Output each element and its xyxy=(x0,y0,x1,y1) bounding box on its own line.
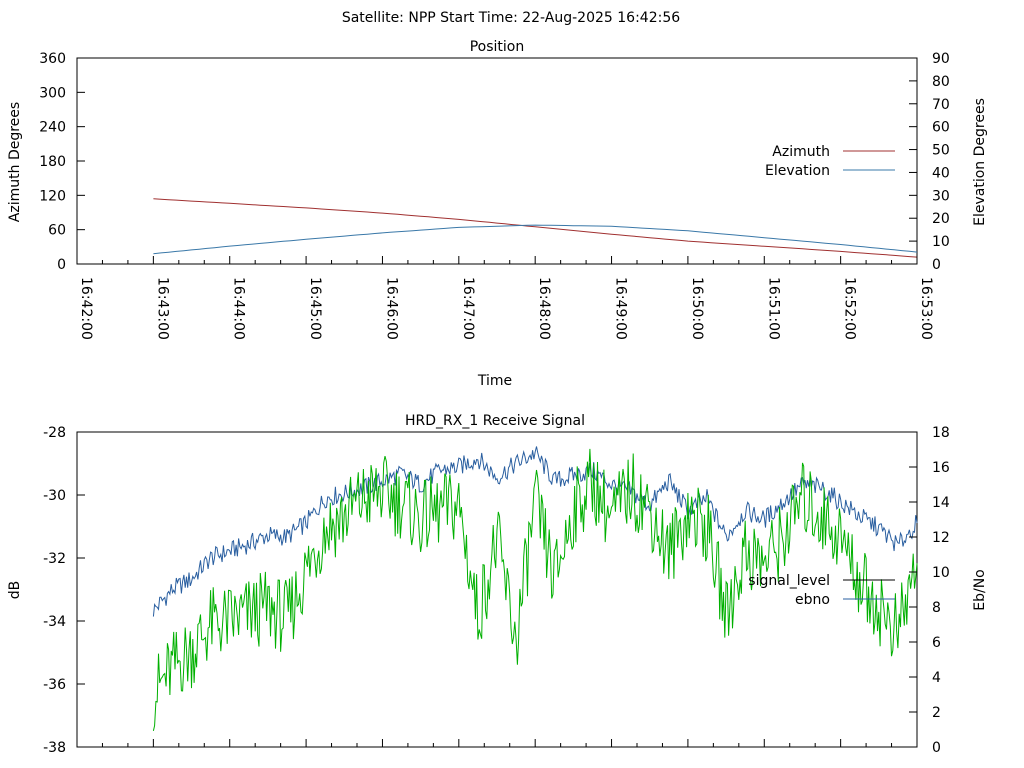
y2-tick-label: 90 xyxy=(932,51,950,67)
y-tick-label: 180 xyxy=(39,154,66,170)
legend-azimuth-label: Azimuth xyxy=(772,144,830,160)
x-tick-label: 16:47:00 xyxy=(460,277,476,340)
y2-tick-label: 70 xyxy=(932,97,950,113)
y-tick-label: -34 xyxy=(43,614,66,630)
position-series xyxy=(153,198,918,258)
y-tick-label: 120 xyxy=(39,188,66,204)
y-tick-label: -28 xyxy=(43,425,66,441)
y-tick-label: 240 xyxy=(39,120,66,136)
series-line-azimuth xyxy=(153,198,918,258)
position-panel: Position 0 60 120 180 240 300 360 0 10 20 30 40 50 60… xyxy=(7,39,988,389)
y2-tick-label: 10 xyxy=(932,234,950,250)
x-tick-label: 16:51:00 xyxy=(765,277,781,340)
position-xlabel: Time xyxy=(477,373,512,389)
y2-tick-label: 20 xyxy=(932,211,950,227)
y-tick-label: -30 xyxy=(43,488,66,504)
signal-y2label: Eb/No xyxy=(972,569,988,611)
x-tick-label: 16:44:00 xyxy=(231,277,247,340)
y2-tick-label: 0 xyxy=(932,257,941,273)
y2-tick-label: 8 xyxy=(932,600,941,616)
y2-tick-label: 12 xyxy=(932,530,950,546)
y2-tick-label: 4 xyxy=(932,670,941,686)
series-line-ebno xyxy=(152,446,918,617)
x-tick-label: 16:43:00 xyxy=(154,277,170,340)
x-tick-label: 16:50:00 xyxy=(689,277,705,340)
figure-title: Satellite: NPP Start Time: 22-Aug-2025 1… xyxy=(342,10,680,26)
x-tick-label: 16:53:00 xyxy=(918,277,934,340)
signal-title: HRD_RX_1 Receive Signal xyxy=(405,413,585,429)
series-line-trace-2 xyxy=(152,448,918,732)
position-y2label: Elevation Degrees xyxy=(972,98,988,226)
position-axes: 0 60 120 180 240 300 360 0 10 20 30 40 50 60 70 80 90 16:… xyxy=(39,51,950,340)
x-tick-label: 16:45:00 xyxy=(307,277,323,340)
y2-tick-label: 80 xyxy=(932,74,950,90)
y2-tick-label: 60 xyxy=(932,120,950,136)
y2-tick-label: 50 xyxy=(932,143,950,159)
signal-legend: signal_level ebno xyxy=(748,573,895,608)
position-plot-frame xyxy=(76,57,918,265)
y-tick-label: -36 xyxy=(43,677,66,693)
y-tick-label: 300 xyxy=(39,85,66,101)
position-ylabel: Azimuth Degrees xyxy=(7,102,23,222)
y-tick-label: -38 xyxy=(43,740,66,756)
signal-panel: HRD_RX_1 Receive Signal -38-36-34-32-30-… xyxy=(7,413,988,756)
y2-tick-label: 0 xyxy=(932,740,941,756)
y2-tick-label: 16 xyxy=(932,460,950,476)
y2-tick-label: 18 xyxy=(932,425,950,441)
y2-tick-label: 6 xyxy=(932,635,941,651)
position-legend: Azimuth Elevation xyxy=(765,144,895,179)
y2-tick-label: 30 xyxy=(932,188,950,204)
signal-ylabel: dB xyxy=(7,581,23,600)
y-tick-label: 60 xyxy=(48,223,66,239)
y2-tick-label: 14 xyxy=(932,495,950,511)
y-tick-label: 0 xyxy=(57,257,66,273)
y2-tick-label: 10 xyxy=(932,565,950,581)
signal-plot-frame xyxy=(76,431,918,748)
legend-ebno-label: ebno xyxy=(795,592,830,608)
x-tick-label: 16:52:00 xyxy=(842,277,858,340)
y2-tick-label: 40 xyxy=(932,165,950,181)
y-tick-label: -32 xyxy=(43,551,66,567)
legend-elevation-label: Elevation xyxy=(765,163,830,179)
x-tick-label: 16:46:00 xyxy=(383,277,399,340)
x-tick-label: 16:48:00 xyxy=(536,277,552,340)
y-tick-label: 360 xyxy=(39,51,66,67)
position-title: Position xyxy=(470,39,525,55)
series-line-elevation xyxy=(153,224,918,255)
signal-axes: -38 -36 -34 -32 -30 -28 0 2 4 6 8 10 12 14 16 18 xyxy=(43,425,950,756)
x-tick-label: 16:49:00 xyxy=(613,277,629,340)
y2-tick-label: 2 xyxy=(932,705,941,721)
x-tick-label: 16:42:00 xyxy=(78,277,94,340)
signal-series xyxy=(152,446,918,732)
legend-signal-level-label: signal_level xyxy=(748,573,830,589)
